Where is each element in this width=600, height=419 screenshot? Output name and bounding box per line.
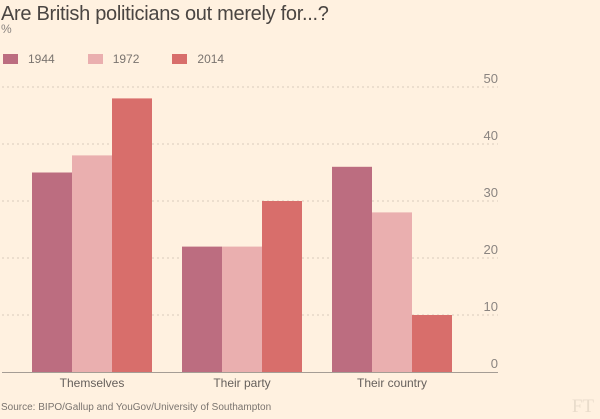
source-note: Source: BIPO/Gallup and YouGov/Universit… <box>1 402 272 413</box>
bar-1944-their-country <box>332 166 372 372</box>
bar-2014-themselves <box>112 98 152 373</box>
legend-label: 2014 <box>197 52 225 66</box>
y-tick-label: 50 <box>484 71 498 86</box>
bar-1972-themselves <box>72 155 112 372</box>
y-tick-label: 20 <box>484 242 498 257</box>
x-tick-label: Themselves <box>60 376 125 390</box>
bar-chart: 0 10 20 30 40 50 Themselves Their party Their co… <box>2 71 498 390</box>
legend-swatch <box>172 54 188 64</box>
legend: 1944 1972 2014 <box>3 52 257 66</box>
y-tick-label: 0 <box>491 356 498 371</box>
bar-1944-their-party <box>182 246 222 372</box>
legend-item-1972: 1972 <box>87 52 140 66</box>
legend-swatch <box>3 54 18 64</box>
y-tick-label: 30 <box>484 185 498 200</box>
y-tick-label: 40 <box>484 128 498 143</box>
bar-2014-their-party <box>262 201 302 372</box>
ft-logo: FT <box>571 396 594 417</box>
x-tick-label: Their party <box>213 376 270 390</box>
bar-1944-themselves <box>32 172 72 372</box>
chart-title: Are British politicians out merely for..… <box>1 3 329 25</box>
legend-label: 1972 <box>112 52 140 66</box>
legend-item-2014: 2014 <box>172 52 224 66</box>
bar-1972-their-party <box>222 246 262 372</box>
unit-label: % <box>1 22 12 36</box>
legend-label: 1944 <box>28 52 55 66</box>
y-tick-label: 10 <box>484 299 498 314</box>
x-tick-label: Their country <box>357 376 427 390</box>
legend-swatch <box>87 54 103 64</box>
bar-2014-their-country <box>412 315 452 372</box>
legend-item-1944: 1944 <box>3 52 55 66</box>
bar-1972-their-country <box>372 212 412 372</box>
